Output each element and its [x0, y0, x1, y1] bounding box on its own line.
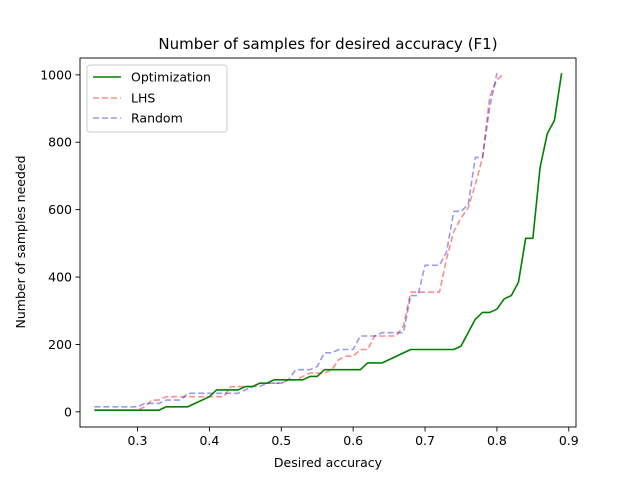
x-tick-label: 0.3: [128, 433, 148, 448]
x-axis: 0.3 0.4 0.5 0.6 0.7 0.8 0.9: [128, 427, 579, 448]
plot-frame: [79, 57, 577, 428]
legend-label-optimization: Optimization: [131, 70, 211, 85]
legend-label-lhs: LHS: [131, 91, 155, 106]
series-line-optimization: [94, 73, 563, 411]
x-tick-label: 0.6: [343, 433, 363, 448]
y-tick-label: 1000: [40, 67, 72, 82]
legend-label-random: Random: [131, 111, 183, 126]
x-tick-label: 0.4: [199, 433, 219, 448]
chart-title: Number of samples for desired accuracy (…: [158, 35, 497, 53]
legend-box: [86, 64, 228, 133]
plot-layer: [94, 72, 563, 411]
y-tick-label: 800: [48, 135, 72, 150]
y-tick-label: 200: [48, 337, 72, 352]
y-tick-label: 600: [48, 202, 72, 217]
y-axis-label: Number of samples needed: [13, 155, 28, 328]
y-tick-label: 400: [48, 270, 72, 285]
x-tick-label: 0.8: [487, 433, 507, 448]
series-line-random: [94, 72, 498, 408]
legend: Optimization LHS Random: [86, 64, 228, 133]
series-line-lhs: [94, 72, 505, 411]
x-axis-label: Desired accuracy: [274, 455, 383, 470]
x-tick-label: 0.7: [415, 433, 435, 448]
y-axis: 0 200 400 600 800 1000: [40, 67, 80, 419]
y-tick-label: 0: [64, 404, 72, 419]
x-tick-label: 0.9: [559, 433, 579, 448]
x-tick-label: 0.5: [271, 433, 291, 448]
